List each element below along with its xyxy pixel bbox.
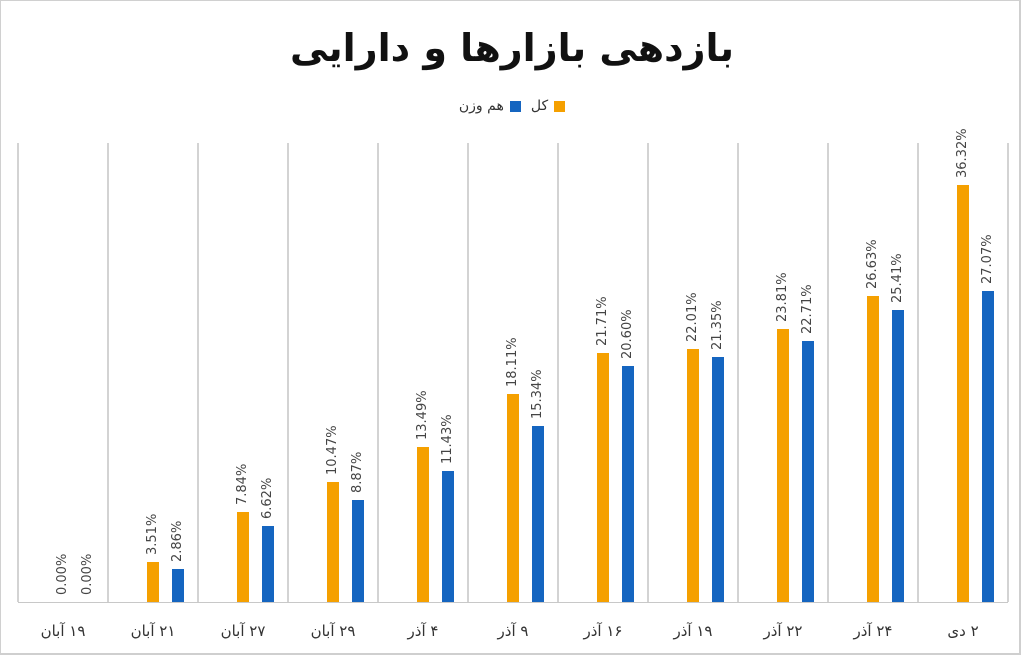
data-label: 21.35% [710, 300, 725, 350]
gridline [737, 143, 739, 602]
gridline [647, 143, 649, 602]
data-label: 10.47% [325, 425, 340, 475]
x-axis-label: ۲۴ آذر [853, 622, 893, 640]
x-axis-label: ۱۹ آذر [673, 622, 713, 640]
data-label: 27.07% [980, 234, 995, 285]
bar-total [777, 328, 789, 602]
data-label: 23.81% [775, 272, 790, 322]
bar-equal-weight [262, 526, 274, 602]
data-label: 0.00% [80, 553, 95, 595]
data-label: 18.11% [505, 337, 520, 388]
bar-equal-weight [892, 310, 904, 602]
x-axis-label: ۲ دی [947, 622, 979, 640]
bar-equal-weight [982, 291, 994, 602]
data-label: 36.32% [955, 128, 970, 179]
bar-equal-weight [712, 356, 724, 602]
bar-total [867, 296, 879, 602]
bar-total [327, 481, 339, 602]
bar-equal-weight [532, 425, 544, 602]
legend-swatch-total-icon [554, 100, 566, 112]
gridline [377, 143, 379, 602]
bar-total [237, 512, 249, 602]
gridline [917, 143, 919, 602]
bar-total [687, 349, 699, 602]
bar-total [597, 352, 609, 602]
bar-equal-weight [622, 365, 634, 602]
gridline [467, 143, 469, 602]
data-label: 6.62% [260, 477, 275, 519]
x-axis-label: ۲۲ آذر [763, 622, 803, 640]
x-axis-label: ۴ آذر [407, 622, 439, 640]
bar-total [957, 185, 969, 602]
x-axis-label: ۱۹ آبان [40, 622, 86, 640]
data-label: 11.43% [440, 414, 455, 464]
data-label: 13.49% [415, 390, 430, 441]
data-label: 7.84% [235, 463, 250, 505]
gridline [1007, 143, 1009, 602]
legend: کل هم وزن [0, 98, 1024, 114]
bar-equal-weight [802, 341, 814, 602]
data-label: 3.51% [145, 513, 160, 555]
data-label: 20.60% [620, 308, 635, 359]
data-label: 8.87% [350, 451, 365, 494]
data-label: 26.63% [865, 239, 880, 290]
legend-item-total: کل [530, 98, 566, 114]
legend-item-equal-weight: هم وزن [459, 98, 521, 114]
x-axis-label: ۲۹ آبان [310, 622, 356, 640]
gridline [827, 143, 829, 602]
gridline [557, 143, 559, 602]
data-label: 21.71% [595, 296, 610, 346]
legend-label-equal-weight: هم وزن [458, 98, 504, 114]
data-label: 22.71% [800, 284, 815, 335]
bar-total [147, 561, 159, 602]
legend-swatch-equal-weight-icon [509, 100, 521, 112]
gridline [17, 143, 19, 602]
gridline [197, 143, 199, 602]
x-axis-label: ۹ آذر [497, 622, 529, 640]
x-axis-label: ۱۶ آذر [583, 622, 623, 640]
bar-total [417, 447, 429, 602]
chart-title: بازدهی بازارها و دارایی [289, 26, 735, 70]
data-label: 2.86% [170, 520, 185, 563]
x-axis-label: ۲۱ آبان [130, 622, 176, 640]
data-label: 25.41% [890, 253, 905, 304]
data-label: 0.00% [55, 553, 70, 595]
plot-area: 0.00% 0.00% 3.51% 2.86% 7.84% 6.62% 10.47% 8.87… [17, 128, 1009, 603]
bar-equal-weight [352, 500, 364, 602]
x-axis-label: ۲۷ آبان [220, 622, 266, 640]
bar-equal-weight [442, 470, 454, 602]
data-label: 15.34% [530, 369, 545, 419]
gridline [287, 143, 289, 602]
data-label: 22.01% [685, 292, 700, 343]
bar-total [507, 394, 519, 602]
bar-equal-weight [172, 569, 184, 602]
gridline [107, 143, 109, 602]
legend-label-total: کل [530, 98, 549, 114]
